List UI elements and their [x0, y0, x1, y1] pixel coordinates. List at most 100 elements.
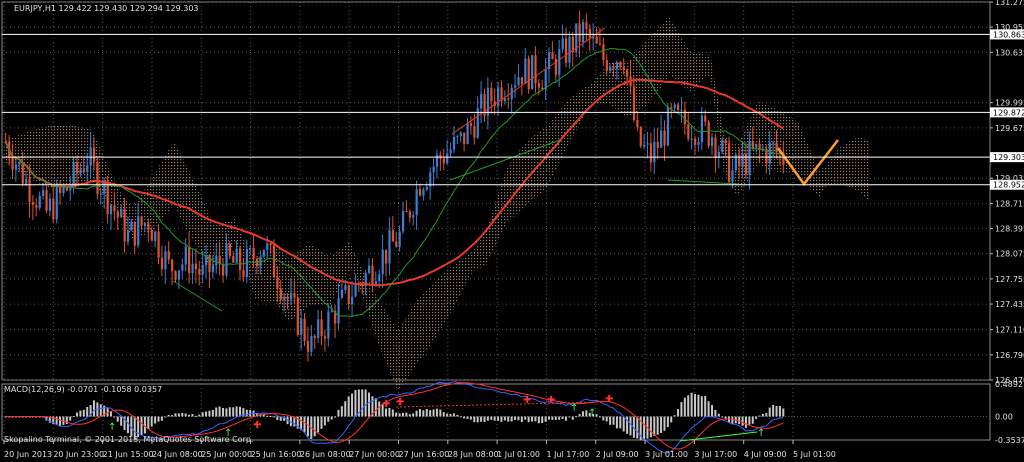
candle-body — [459, 132, 462, 137]
candle-body — [649, 143, 653, 163]
macd-histogram-bar — [500, 416, 503, 422]
macd-histogram-bar — [507, 416, 510, 422]
macd-histogram-bar — [232, 407, 235, 417]
macd-histogram-bar — [653, 416, 656, 437]
macd-histogram-bar — [215, 407, 218, 417]
candle-body — [130, 221, 133, 231]
candle-body — [700, 115, 704, 142]
macd-histogram-bar — [412, 413, 415, 417]
macd-histogram-bar — [442, 412, 445, 417]
candle-body — [191, 263, 194, 274]
candle-body — [160, 257, 164, 270]
macd-histogram-bar — [554, 416, 557, 420]
macd-histogram-bar — [11, 416, 14, 418]
candle-body — [72, 162, 75, 187]
candle-body — [401, 210, 405, 232]
candle-body — [755, 143, 758, 148]
macd-histogram-bar — [249, 409, 252, 417]
candle-body — [514, 85, 517, 88]
time-tick-label: 24 Jun 08:00 — [152, 450, 203, 459]
time-tick-label: 4 Jul 09:00 — [744, 450, 787, 459]
candle-body — [92, 147, 96, 162]
macd-histogram-bar — [432, 409, 435, 417]
macd-histogram-bar — [201, 412, 204, 417]
candle-body — [768, 142, 771, 164]
candle-body — [517, 77, 520, 86]
macd-histogram-bar — [405, 412, 408, 417]
up-arrow-icon: ↑ — [224, 428, 232, 439]
macd-histogram-bar — [225, 408, 228, 417]
macd-histogram-bar — [99, 404, 102, 417]
candle-body — [337, 297, 340, 324]
macd-histogram-bar — [480, 416, 483, 422]
candle-body — [432, 166, 435, 173]
macd-histogram-bar — [65, 416, 68, 425]
candle-body — [171, 259, 174, 272]
candle-body — [330, 310, 333, 312]
price-level-text: 129.872 — [993, 108, 1024, 117]
candle-body — [391, 230, 395, 242]
macd-histogram-bar — [357, 389, 360, 417]
macd-histogram-bar — [663, 416, 666, 431]
candle-body — [694, 138, 697, 145]
macd-histogram-bar — [649, 416, 652, 438]
macd-histogram-bar — [340, 406, 343, 417]
macd-histogram-bar — [568, 416, 571, 418]
candle-body — [653, 141, 656, 163]
macd-histogram-bar — [551, 416, 554, 420]
macd-histogram-bar — [670, 416, 673, 423]
slow-moving-average — [4, 78, 784, 287]
candle-body — [483, 93, 486, 116]
macd-histogram-bar — [296, 416, 299, 429]
candle-body — [340, 290, 344, 298]
candle-body — [670, 107, 673, 109]
candle-body — [320, 319, 323, 337]
macd-histogram-bar — [524, 416, 527, 420]
macd-histogram-bar — [425, 409, 428, 417]
candle-body — [592, 36, 595, 39]
macd-histogram-bar — [581, 411, 584, 417]
macd-histogram-bar — [150, 416, 153, 427]
macd-histogram-bar — [548, 416, 551, 420]
candle-body — [602, 44, 605, 61]
candle-body — [639, 127, 642, 147]
candle-body — [334, 310, 337, 324]
macd-histogram-bar — [92, 400, 95, 417]
candle-body — [289, 293, 293, 300]
candle-body — [211, 265, 215, 273]
down-arrow-icon: ✚ — [523, 395, 531, 406]
down-arrow-icon: ✚ — [253, 420, 261, 431]
macd-histogram-bar — [738, 416, 741, 425]
candle-body — [347, 285, 350, 305]
macd-histogram-bar — [374, 398, 377, 417]
candle-body — [157, 231, 160, 258]
macd-histogram-bar — [18, 416, 21, 418]
macd-histogram-bar — [137, 416, 140, 437]
candle-body — [177, 270, 181, 280]
macd-histogram-bar — [714, 409, 717, 417]
candle-body — [744, 153, 748, 175]
macd-histogram-bar — [469, 416, 472, 420]
candle-body — [286, 296, 289, 300]
candle-body — [561, 38, 564, 50]
macd-histogram-bar — [707, 401, 710, 417]
macd-histogram-bar — [710, 405, 713, 417]
macd-histogram-bar — [401, 412, 404, 417]
ichimoku-cloud — [4, 17, 870, 391]
candle-body — [758, 143, 761, 150]
candle-body — [25, 178, 28, 184]
price-level-text: 128.952 — [993, 181, 1024, 190]
macd-histogram-bar — [255, 413, 258, 417]
macd-histogram-bar — [541, 416, 544, 424]
macd-histogram-bar — [368, 392, 371, 417]
candle-body — [571, 36, 574, 53]
candle-body — [452, 136, 456, 150]
macd-histogram-bar — [717, 413, 720, 417]
candle-body — [429, 172, 432, 187]
macd-histogram-bar — [351, 393, 354, 417]
candle-body — [198, 268, 201, 275]
macd-histogram-bar — [782, 408, 785, 417]
time-tick-label: 20 Jun 23:00 — [53, 450, 104, 459]
